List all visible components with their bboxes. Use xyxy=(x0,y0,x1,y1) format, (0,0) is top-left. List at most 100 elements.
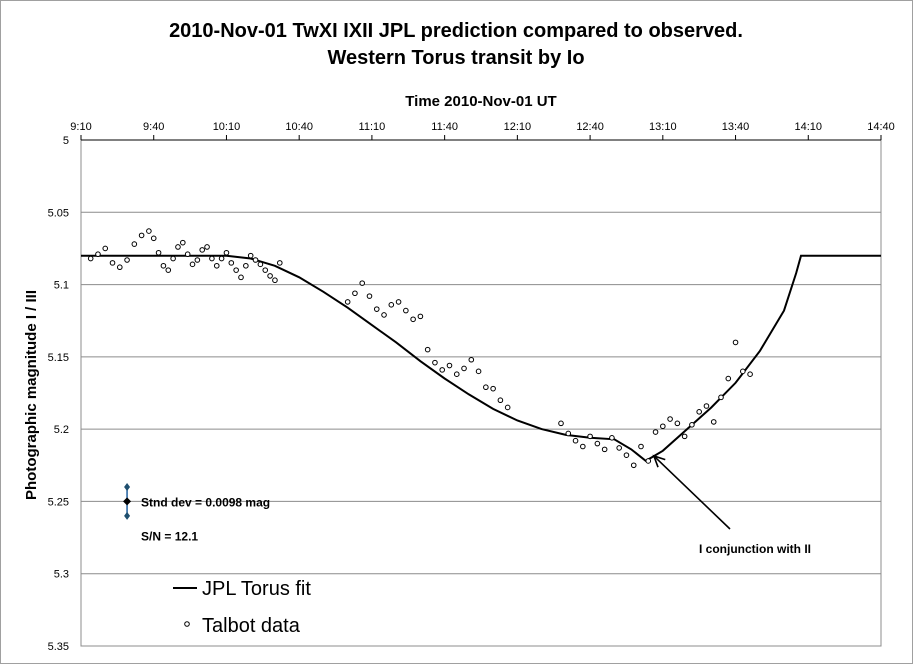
data-point xyxy=(102,245,109,252)
data-point xyxy=(95,251,101,258)
y-tick-label: 5.15 xyxy=(48,352,69,364)
x-tick-label: 9:40 xyxy=(143,121,164,133)
data-point xyxy=(124,257,130,263)
data-point xyxy=(453,371,460,378)
data-point xyxy=(138,232,145,239)
data-point xyxy=(439,367,446,373)
data-point xyxy=(572,437,579,444)
x-tick-label: 13:10 xyxy=(649,121,677,133)
chart-title: 2010-Nov-01 TwXI IXII JPL prediction com… xyxy=(169,20,743,42)
data-point xyxy=(247,252,254,259)
data-point xyxy=(189,261,196,268)
data-point xyxy=(660,423,666,430)
data-point xyxy=(194,257,201,263)
data-point xyxy=(228,260,235,266)
data-point xyxy=(395,299,402,305)
data-point xyxy=(213,262,220,269)
data-point xyxy=(490,385,496,392)
data-point xyxy=(87,255,94,262)
data-point xyxy=(218,255,225,262)
data-point xyxy=(223,249,230,256)
data-point xyxy=(689,422,695,428)
data-point xyxy=(262,267,269,273)
data-point xyxy=(109,260,116,266)
data-point xyxy=(165,267,172,273)
data-point xyxy=(267,273,273,279)
data-point xyxy=(388,302,395,308)
data-point xyxy=(204,244,210,250)
data-point xyxy=(652,429,659,435)
stddev-annotation: Stnd dev = 0.0098 mag xyxy=(141,495,270,509)
y-tick-label: 5 xyxy=(63,135,69,147)
data-point xyxy=(504,404,511,411)
data-point xyxy=(381,312,387,318)
data-point xyxy=(601,446,608,453)
data-point xyxy=(160,262,167,269)
data-point xyxy=(424,346,431,353)
error-bar-cap-top xyxy=(124,482,131,491)
y-tick-label: 5.35 xyxy=(48,641,69,653)
error-bar xyxy=(123,482,132,520)
data-point xyxy=(732,339,739,346)
series-line-jpl-torus-fit xyxy=(81,254,881,463)
data-point xyxy=(558,420,564,427)
x-axis-title: Time 2010-Nov-01 UT xyxy=(405,93,556,110)
data-point xyxy=(352,290,358,297)
data-point xyxy=(417,313,424,320)
x-tick-label: 14:10 xyxy=(795,121,823,133)
x-tick-label: 10:10 xyxy=(213,121,241,133)
data-point xyxy=(432,359,438,366)
data-point xyxy=(468,356,475,363)
data-point xyxy=(233,267,239,273)
y-tick-label: 5.05 xyxy=(48,207,69,219)
y-tick-label: 5.3 xyxy=(54,569,69,581)
data-point xyxy=(199,247,206,253)
data-point xyxy=(116,264,123,271)
data-point xyxy=(725,375,732,382)
data-point xyxy=(609,435,615,441)
data-point xyxy=(747,371,753,378)
data-point xyxy=(446,362,453,369)
data-point xyxy=(645,458,652,464)
data-point xyxy=(410,316,416,323)
data-point xyxy=(175,244,181,250)
data-point xyxy=(373,306,380,312)
sn-annotation: S/N = 12.1 xyxy=(141,529,198,543)
plot-border xyxy=(80,139,882,647)
x-tick-label: 9:10 xyxy=(70,121,91,133)
data-point xyxy=(344,299,351,305)
grid-lines xyxy=(81,211,881,647)
data-point xyxy=(243,262,249,269)
chart-subtitle: Western Torus transit by Io xyxy=(327,47,584,69)
data-point xyxy=(667,416,673,422)
conjunction-arrow-shaft xyxy=(653,455,731,530)
data-point xyxy=(565,430,572,437)
data-point xyxy=(696,408,702,415)
x-tick-label: 10:40 xyxy=(285,121,313,133)
data-point xyxy=(681,433,688,440)
data-point xyxy=(184,251,191,258)
data-point xyxy=(272,277,278,284)
x-tick-label: 11:40 xyxy=(431,121,458,133)
data-point xyxy=(674,420,681,427)
data-point xyxy=(257,261,264,268)
data-point xyxy=(461,365,467,372)
data-point xyxy=(146,228,152,234)
data-point xyxy=(359,280,366,286)
x-tick-labels: 9:10 9:40 10:10 10:40 11:10 11:40 12:10 12:40 13… xyxy=(70,121,894,133)
data-point xyxy=(710,419,717,425)
data-point xyxy=(403,307,409,314)
y-axis-title: Photographic magnitude I / III xyxy=(23,290,40,500)
data-point xyxy=(718,394,724,401)
legend: JPL Torus fit Talbot data xyxy=(173,578,311,637)
data-point xyxy=(209,255,215,262)
error-bar-center-marker xyxy=(123,497,132,506)
y-tick-label: 5.2 xyxy=(54,424,69,436)
x-tick-label: 12:40 xyxy=(576,121,604,133)
annotations: Stnd dev = 0.0098 mag S/N = 12.1 I conjunc… xyxy=(141,454,811,556)
legend-label-jpl: JPL Torus fit xyxy=(202,578,311,600)
legend-label-talbot: Talbot data xyxy=(202,615,301,637)
data-point xyxy=(252,257,259,263)
